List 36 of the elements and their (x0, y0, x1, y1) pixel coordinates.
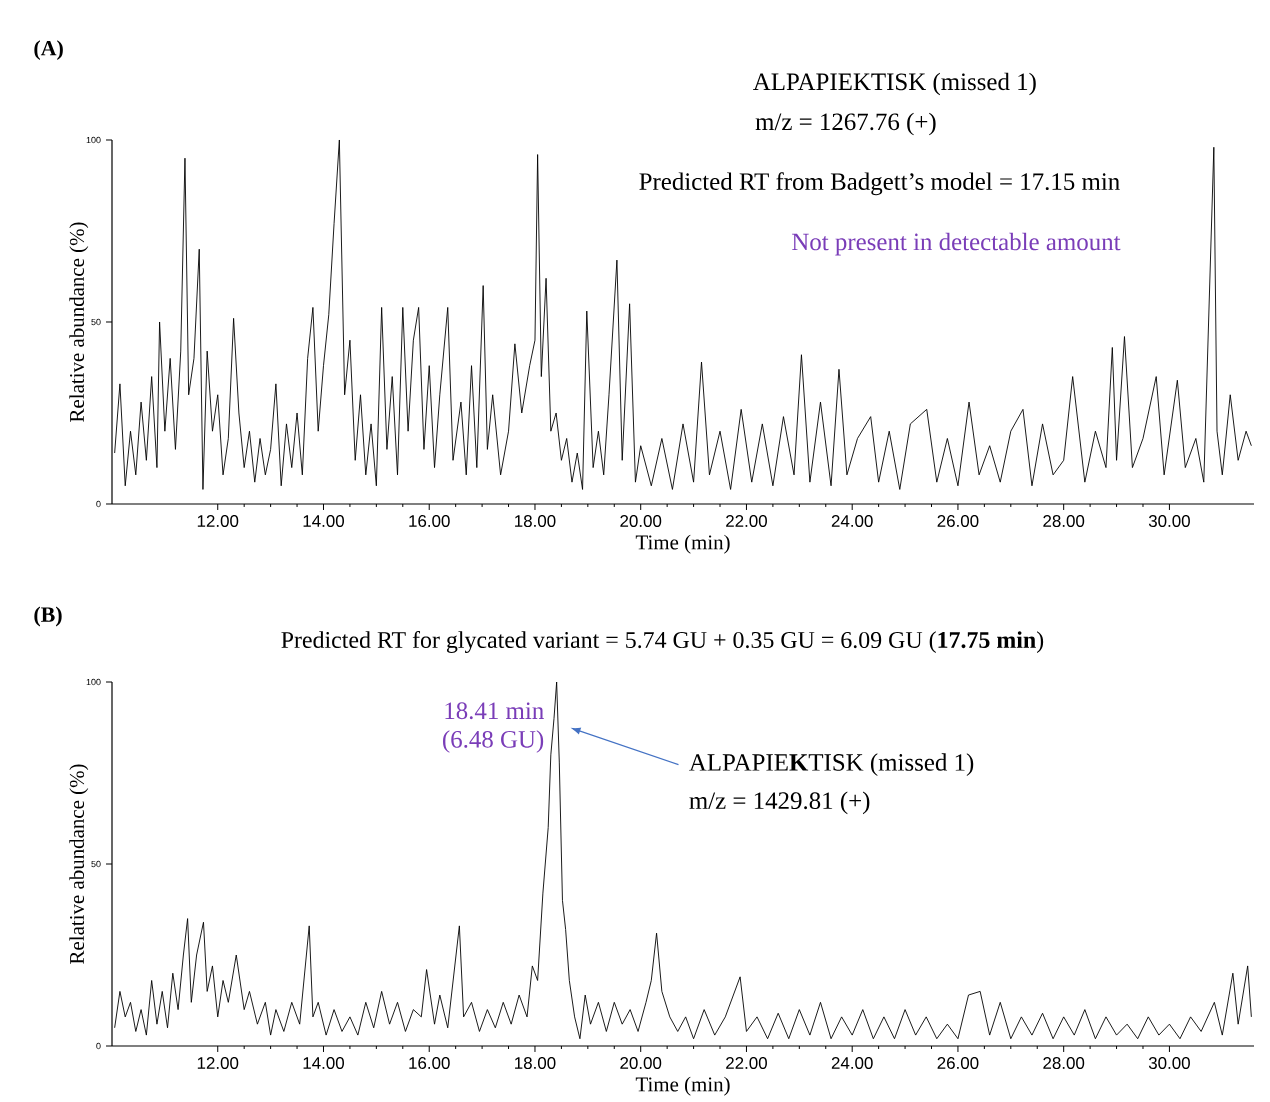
x-tick-label: 22.00 (726, 515, 767, 527)
x-tick-label: 16.00 (409, 515, 450, 527)
x-tick-label: 14.00 (303, 515, 344, 527)
annotation: 18.41 min (445, 702, 544, 720)
line-series (114, 681, 1252, 1040)
x-tick-label: 30.00 (1148, 1057, 1190, 1070)
annotation: Predicted RT from Badgett’s model = 17.15 min (639, 172, 1120, 196)
x-tick-label: 28.00 (1043, 515, 1085, 527)
x-tick-label: 26.00 (937, 515, 979, 527)
x-tick-label: 24.00 (831, 1057, 873, 1070)
x-tick-label: 16.00 (409, 1057, 450, 1070)
x-tick-label: 22.00 (726, 1057, 767, 1070)
annotation: ALPAPIEKTISK (missed 1) (689, 753, 974, 776)
x-tick-label: 20.00 (620, 1057, 662, 1070)
y-axis-title: Relative abundance (%) (69, 764, 89, 964)
y-axis-title: Relative abundance (%) (69, 222, 89, 422)
x-tick-label: 14.00 (303, 1057, 344, 1070)
x-tick-label: 20.00 (620, 515, 662, 527)
x-axis-title: Time (min) (635, 1076, 730, 1096)
annotation: (6.48 GU) (443, 730, 544, 753)
text: m/z = 1267.76 (+) (755, 112, 936, 136)
x-axis-title: Time (min) (635, 534, 730, 554)
x-tick-label: 24.00 (831, 515, 873, 527)
x-tick-label: 18.00 (515, 1057, 556, 1070)
x-tick-label: 30.00 (1148, 515, 1190, 527)
chart-subtitle: Predicted RT for glycated variant = 5.74 GU + 0.35 GU = 6.09 GU (17.75 min) (281, 630, 1044, 653)
x-tick-label: 28.00 (1043, 1057, 1085, 1070)
x-tick-label: 12.00 (197, 1057, 239, 1070)
x-tick-label: 18.00 (515, 515, 556, 527)
x-tick-label: 12.00 (197, 515, 239, 527)
annotation: Not present in detectable amount (792, 232, 1121, 256)
annotation: m/z = 1429.81 (+) (689, 791, 870, 815)
x-tick-label: 26.00 (937, 1057, 979, 1070)
chart-title: (A) (34, 40, 63, 61)
chart-title: (B) (34, 606, 62, 627)
text: ALPAPIEKTISK (missed 1) (753, 72, 1036, 96)
